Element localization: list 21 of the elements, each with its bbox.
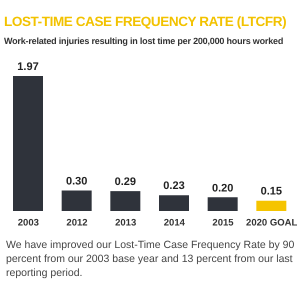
bar: [256, 200, 286, 211]
data-label: 0.30: [66, 175, 88, 188]
x-tick-label: 2020 GOAL: [246, 218, 298, 229]
chart-subtitle: Work-related injuries resulting in lost time per 200,000 hours worked: [4, 36, 284, 46]
bar: [110, 191, 140, 211]
x-tick-label: 2015: [212, 218, 234, 229]
data-label: 0.15: [260, 186, 282, 198]
x-tick-label: 2012: [66, 218, 88, 229]
text: We have improved our Lost-Time Case Frequency Rate by 90 percent from our 2003 base year and 13 percent from our last reporting period.: [6, 238, 296, 280]
data-label: 0.29: [114, 176, 136, 188]
x-tick-label: 2013: [115, 218, 136, 229]
bar: [159, 195, 189, 211]
data-label: 1.97: [17, 61, 39, 73]
bar: [62, 190, 92, 211]
x-tick-label: 2003: [18, 218, 39, 229]
data-label: 0.23: [163, 180, 185, 192]
chart-title: LOST-TIME CASE FREQUENCY RATE (LTCFR): [4, 14, 288, 29]
x-tick-label: 2014: [164, 218, 186, 229]
data-label: 0.20: [212, 182, 234, 194]
bar: [13, 76, 43, 211]
bar: [208, 197, 238, 211]
